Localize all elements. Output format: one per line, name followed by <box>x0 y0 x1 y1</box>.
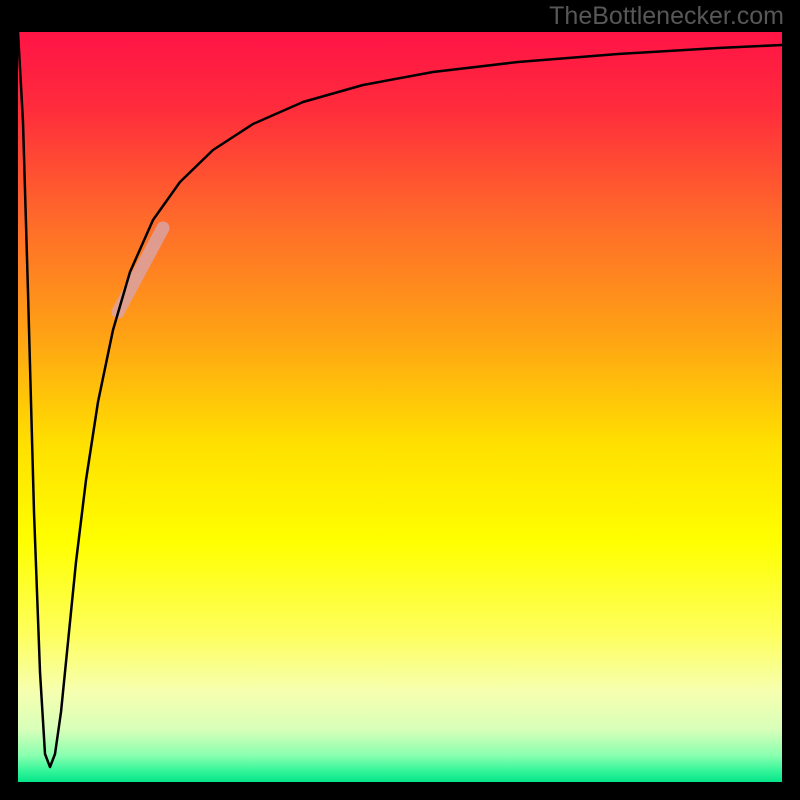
gradient-background <box>18 32 782 782</box>
chart-frame: TheBottlenecker.com <box>0 0 800 800</box>
plot-area <box>18 32 782 782</box>
watermark-text: TheBottlenecker.com <box>549 2 784 31</box>
plot-svg <box>18 32 782 782</box>
